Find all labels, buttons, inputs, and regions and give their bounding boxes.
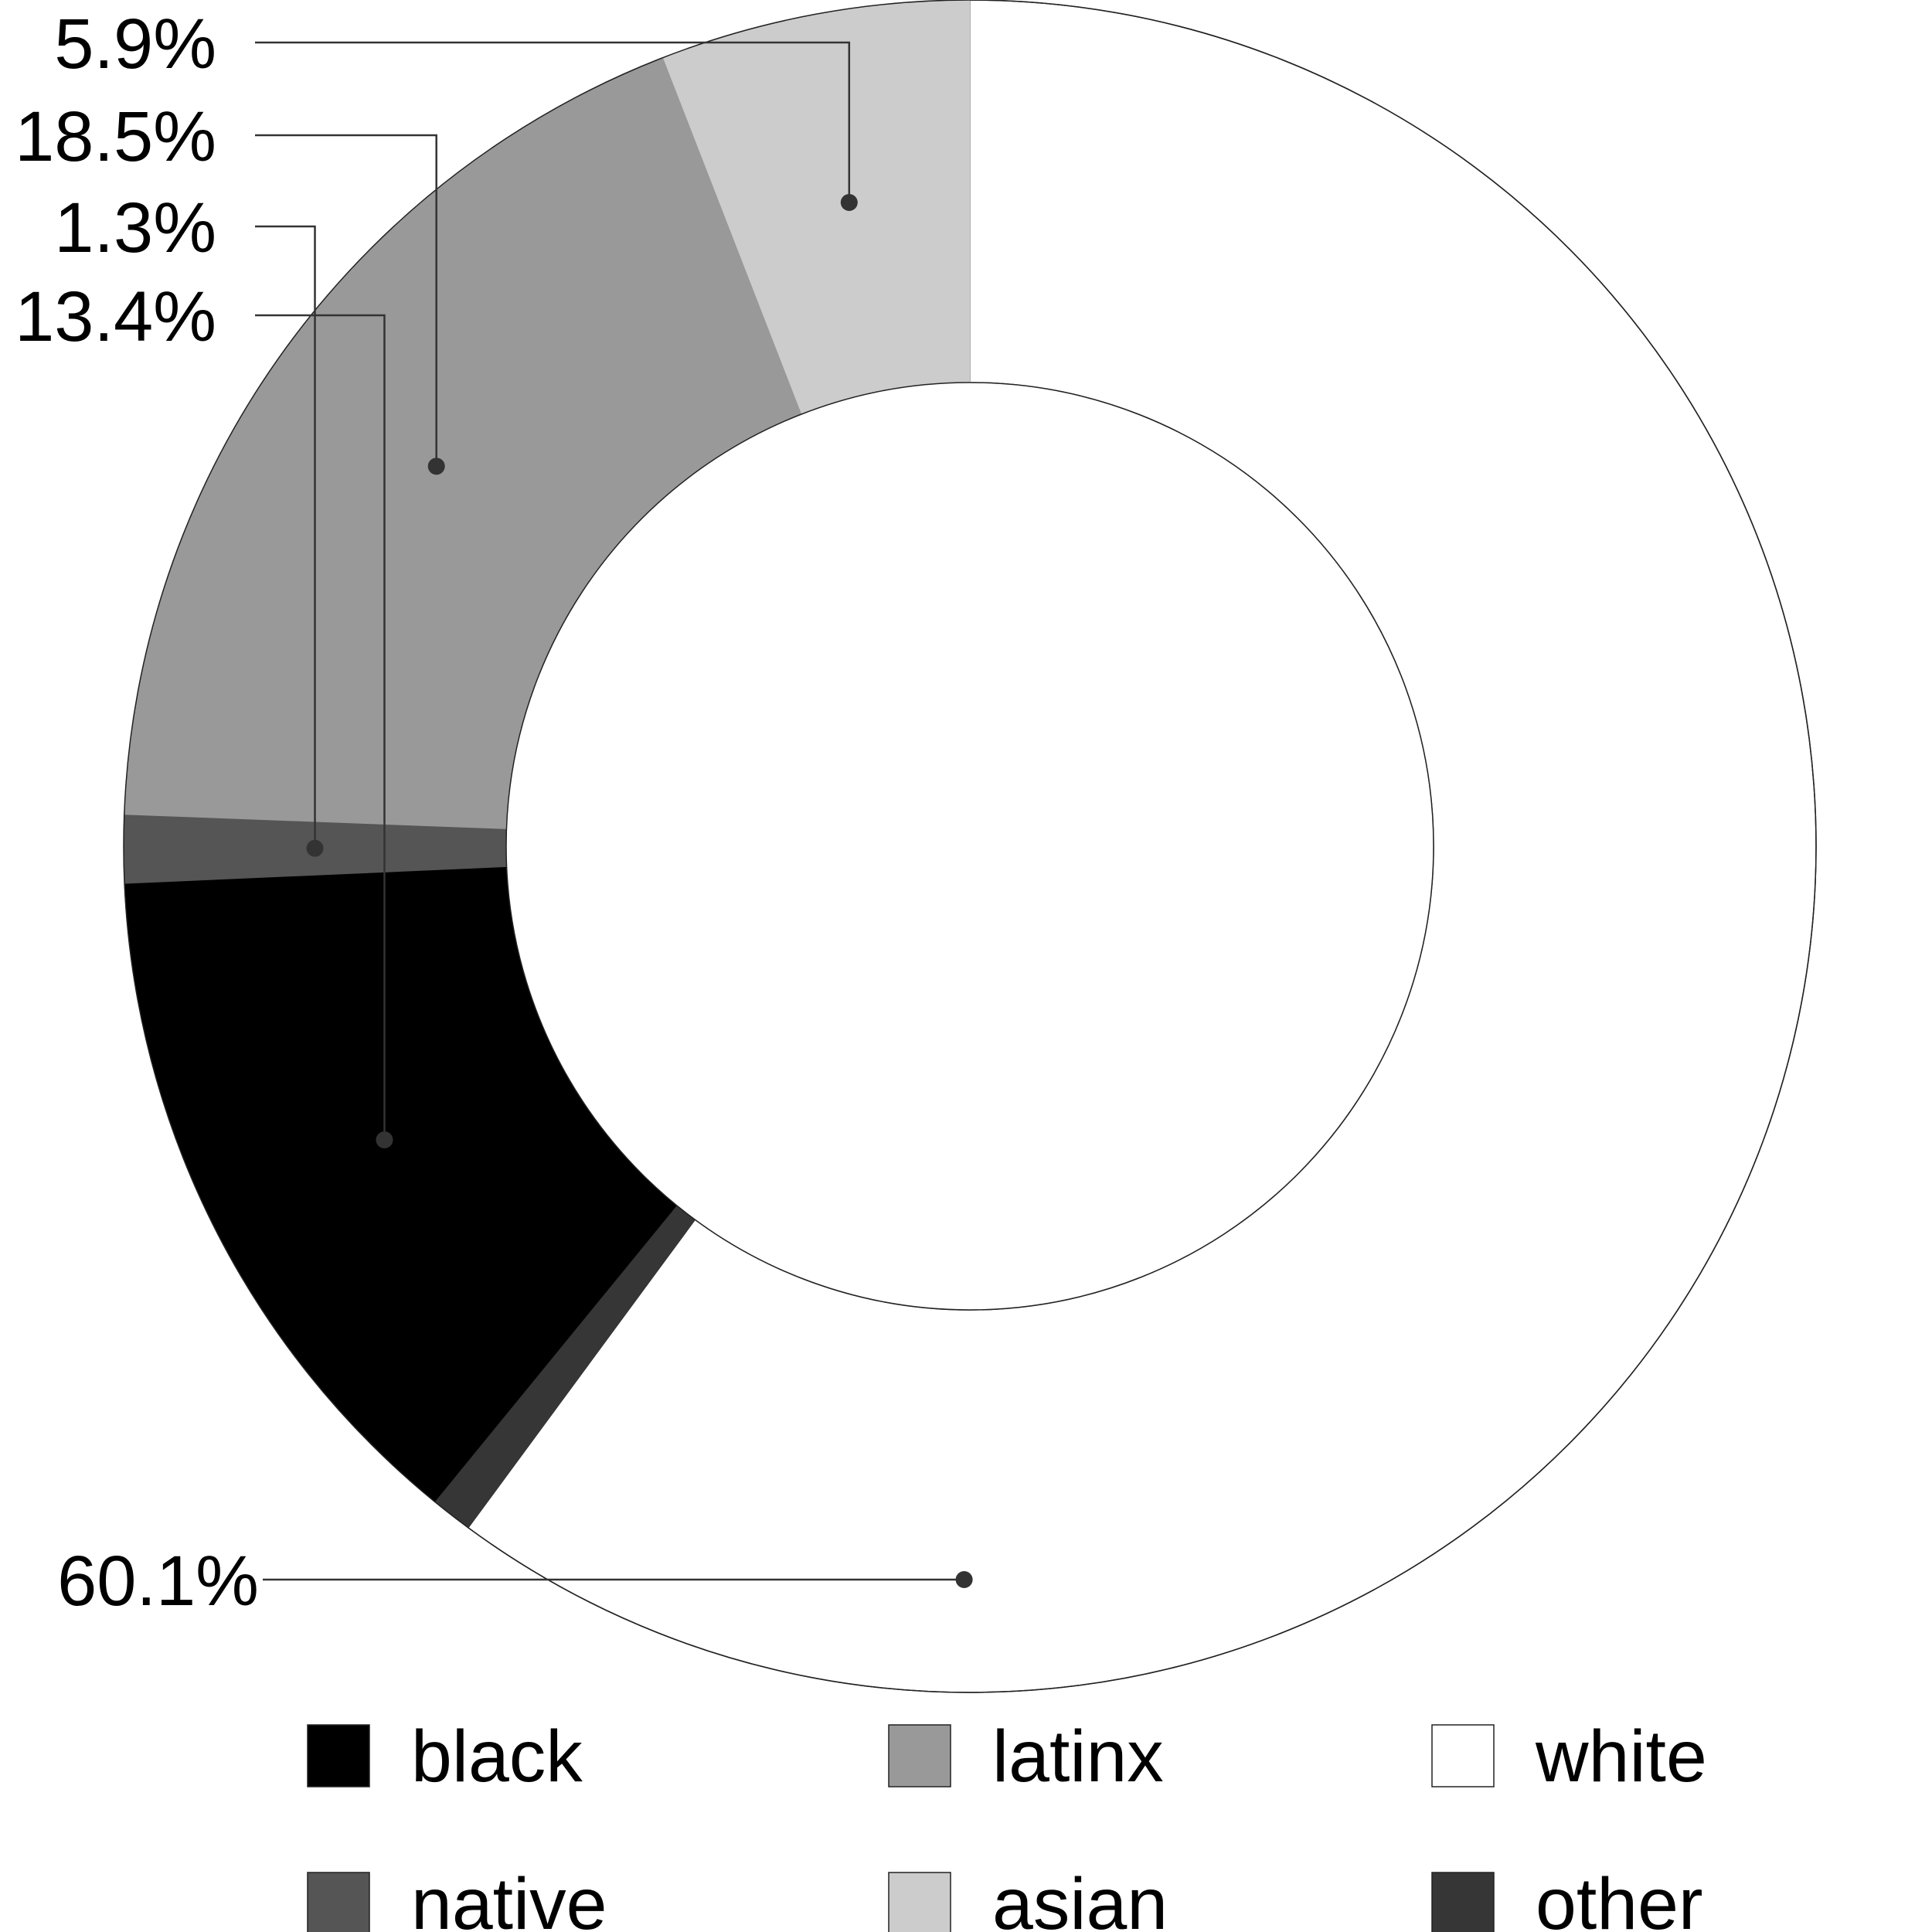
legend-label-asian: asian	[992, 1863, 1168, 1932]
leader-asian	[255, 41, 851, 203]
legend-label-white: white	[1535, 1716, 1707, 1798]
legend-swatch-native	[307, 1872, 370, 1932]
legend-label-latinx: latinx	[992, 1716, 1164, 1798]
legend-swatch-asian	[888, 1872, 951, 1932]
leader-latinx	[255, 134, 437, 467]
data-labels: 5.9% 18.5% 1.3% 13.4% 60.1%	[15, 5, 259, 1621]
data-label-black: 13.4%	[15, 277, 216, 356]
legend-swatch-black	[307, 1724, 370, 1787]
leader-dot-white	[955, 1571, 973, 1588]
leader-dot-black	[376, 1131, 393, 1149]
data-label-native: 1.3%	[54, 189, 216, 267]
legend-label-other: other	[1536, 1863, 1703, 1932]
legend-label-native: native	[411, 1863, 607, 1932]
leader-dot-native	[306, 839, 324, 857]
leader-native	[255, 225, 316, 849]
leader-lines	[255, 41, 973, 1588]
legend: black latinx white native asian other	[307, 1716, 1707, 1932]
legend-label-black: black	[411, 1716, 583, 1798]
data-label-white: 60.1%	[57, 1542, 259, 1621]
data-label-latinx: 18.5%	[15, 97, 216, 176]
leader-black	[255, 314, 386, 1140]
donut-outline	[123, 0, 1817, 1693]
legend-swatch-latinx	[888, 1724, 951, 1787]
donut-slices	[123, 0, 1817, 1693]
legend-swatch-other	[1431, 1872, 1495, 1932]
leader-dot-latinx	[427, 457, 445, 475]
leader-dot-asian	[840, 194, 858, 212]
donut-hole	[505, 382, 1434, 1311]
legend-swatch-white	[1431, 1724, 1495, 1787]
data-label-asian: 5.9%	[54, 5, 216, 83]
